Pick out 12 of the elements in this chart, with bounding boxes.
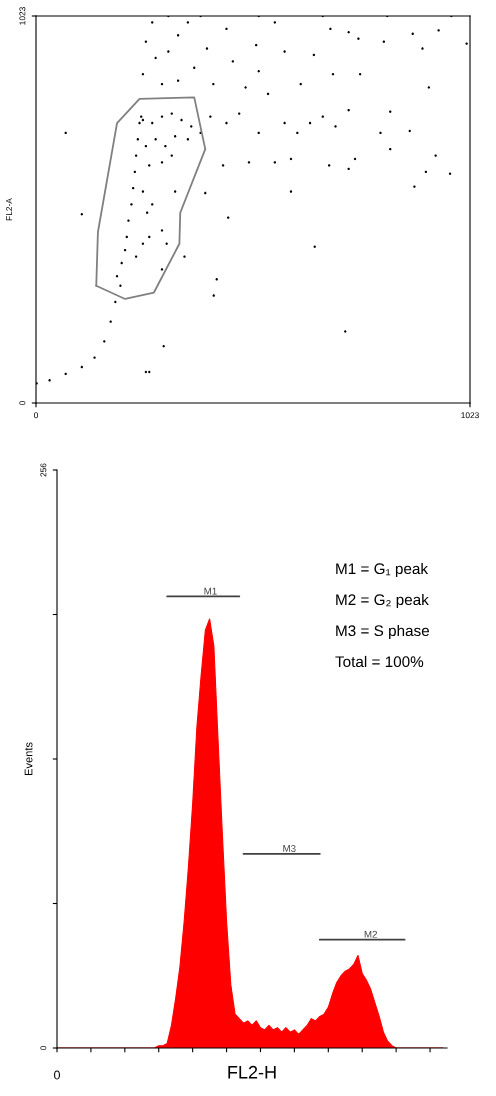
y-axis-title: Events [24, 742, 33, 776]
annotation: M3 = S phase [336, 624, 430, 640]
text: 0 [54, 1070, 60, 1080]
series-label: M2 [364, 930, 377, 938]
series-label: M3 [283, 845, 296, 852]
series-label: M1 [204, 587, 217, 595]
annotation: Total = 100% [335, 655, 424, 668]
x-axis-title: FL2-H [228, 1065, 276, 1079]
annotation: M2 = G₂ peak [336, 593, 429, 609]
annotation: M1 = G₁ peak [336, 562, 429, 578]
y-axis-title: FL2-A [6, 198, 12, 221]
y-tick-label: 256 [40, 463, 47, 477]
